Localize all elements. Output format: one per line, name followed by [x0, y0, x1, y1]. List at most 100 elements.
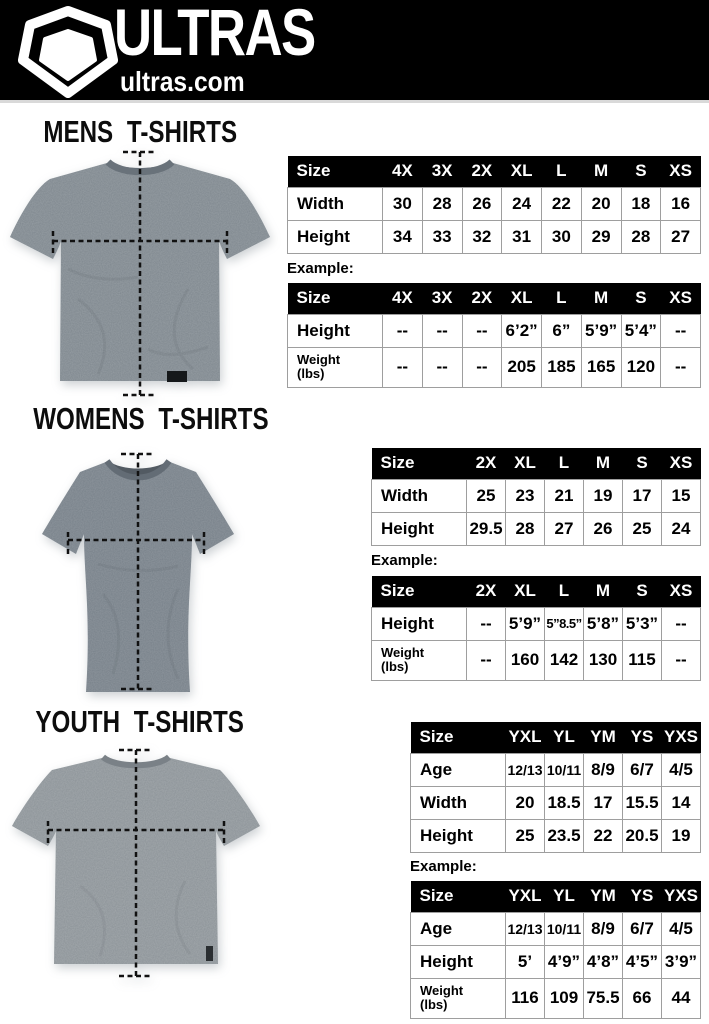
size-column-header: XS — [660, 283, 701, 314]
size-value-cell: 29 — [580, 219, 622, 254]
size-column-header: XL — [505, 576, 545, 607]
size-value-cell: 66 — [622, 977, 662, 1019]
table-row: Weight (lbs) 116 109 75.5 66 44 — [410, 977, 701, 1019]
width-measure-line — [66, 532, 206, 554]
size-value-cell: 23.5 — [544, 818, 584, 853]
size-value-cell: -- — [461, 313, 503, 348]
size-column-header: 2X — [462, 283, 502, 314]
size-value-cell: 33 — [421, 219, 463, 254]
row-label: Height — [410, 944, 506, 979]
size-value-cell: 14 — [661, 785, 701, 820]
size-value-cell: 8/9 — [583, 752, 623, 787]
size-value-cell: 20.5 — [622, 818, 662, 853]
height-measure-line — [119, 748, 153, 978]
size-value-cell: 16 — [660, 186, 701, 221]
size-column-header: XL — [501, 283, 542, 314]
size-value-cell: 24 — [501, 186, 542, 221]
size-value-cell: 15 — [661, 478, 701, 513]
table-corner-header: Size — [287, 156, 383, 187]
womens-example-table: Size 2X XL L M S XS Height -- 5’9” 5”8.5” 5’8” 5’3” -… — [371, 576, 701, 681]
size-value-cell: 20 — [505, 785, 545, 820]
size-value-cell: 21 — [544, 478, 584, 513]
size-value-cell: -- — [421, 346, 463, 388]
table-row: Weight (lbs) -- 160 142 130 115 -- — [371, 639, 701, 681]
size-value-cell: 22 — [541, 186, 582, 221]
row-label: Age — [410, 911, 506, 946]
size-value-cell: 6/7 — [622, 752, 662, 787]
womens-tshirt-image — [42, 452, 234, 692]
size-value-cell: 205 — [501, 346, 542, 388]
size-value-cell: 4’5” — [622, 944, 662, 979]
size-column-header: S — [621, 156, 661, 187]
mens-tshirt-image — [10, 150, 270, 397]
size-value-cell: 165 — [580, 346, 622, 388]
size-value-cell: 6” — [541, 313, 582, 348]
row-label: Height — [371, 511, 467, 546]
size-value-cell: 44 — [661, 977, 701, 1019]
table-row: Height 34 33 32 31 30 29 28 27 — [287, 219, 701, 254]
size-column-header: L — [544, 576, 584, 607]
row-label: Weight (lbs) — [371, 639, 467, 681]
size-value-cell: 3’9” — [661, 944, 701, 979]
header-bar: ULTRAS ultras.com — [0, 0, 709, 103]
size-table: Size 2X XL L M S XS Width 25 23 21 19 17 15 Height 29.5… — [371, 448, 701, 546]
youth-example-table: Size YXL YL YM YS YXS Age 12/13 10/11 8/9 6/7 4/5 He… — [410, 881, 701, 1019]
size-value-cell: -- — [382, 346, 423, 388]
size-column-header: M — [581, 283, 621, 314]
size-value-cell: 116 — [505, 977, 545, 1019]
youth-tshirt-image — [12, 748, 260, 978]
size-column-header: 2X — [466, 448, 506, 479]
size-value-cell: 27 — [660, 219, 701, 254]
size-table: Size YXL YL YM YS YXS Age 12/13 10/11 8/9 6/7 4/5 He… — [410, 881, 701, 1019]
size-column-header: XL — [505, 448, 545, 479]
size-column-header: S — [621, 283, 661, 314]
size-value-cell: 29.5 — [466, 511, 506, 546]
row-label: Height — [371, 606, 467, 641]
size-value-cell: 28 — [505, 511, 545, 546]
size-value-cell: 185 — [541, 346, 582, 388]
table-corner-header: Size — [371, 576, 467, 607]
size-value-cell: 30 — [541, 219, 582, 254]
womens-section-title: WOMENS T-SHIRTS — [33, 401, 269, 436]
table-row: Age 12/13 10/11 8/9 6/7 4/5 — [410, 752, 701, 787]
size-value-cell: 18.5 — [544, 785, 584, 820]
size-value-cell: 12/13 — [505, 911, 545, 946]
size-value-cell: 25 — [622, 511, 662, 546]
size-column-header: S — [622, 576, 662, 607]
youth-section-title: YOUTH T-SHIRTS — [35, 704, 245, 739]
size-column-header: YXS — [661, 881, 701, 912]
size-column-header: YS — [622, 722, 662, 753]
size-column-header: YXS — [661, 722, 701, 753]
size-value-cell: 18 — [620, 186, 662, 221]
size-value-cell: -- — [660, 346, 701, 388]
size-value-cell: 24 — [661, 511, 701, 546]
row-label: Weight (lbs) — [287, 346, 383, 388]
size-value-cell: -- — [382, 313, 423, 348]
size-column-header: 2X — [462, 156, 502, 187]
row-label: Height — [287, 313, 383, 348]
row-label: Weight (lbs) — [410, 977, 506, 1019]
size-value-cell: 160 — [505, 639, 545, 681]
womens-size-table: Size 2X XL L M S XS Width 25 23 21 19 17 15 Height 29.5… — [371, 448, 701, 546]
size-value-cell: -- — [661, 639, 701, 681]
mens-example-table: Size 4X 3X 2X XL L M S XS Height -- -- -- 6’2” 6” 5’9” 5… — [287, 283, 701, 388]
size-column-header: 4X — [382, 283, 423, 314]
size-column-header: XS — [661, 448, 701, 479]
size-column-header: 3X — [422, 156, 462, 187]
mens-size-table: Size 4X 3X 2X XL L M S XS Width 30 28 26 24 22 20 18 16 He… — [287, 156, 701, 254]
size-column-header: L — [544, 448, 584, 479]
height-measure-line — [123, 150, 157, 397]
table-row: Height -- 5’9” 5”8.5” 5’8” 5’3” -- — [371, 606, 701, 641]
row-label: Width — [287, 186, 383, 221]
size-value-cell: 115 — [622, 639, 662, 681]
size-value-cell: 26 — [461, 186, 503, 221]
size-value-cell: 4/5 — [661, 752, 701, 787]
size-value-cell: 17 — [622, 478, 662, 513]
size-value-cell: 6’2” — [501, 313, 542, 348]
table-row: Width 20 18.5 17 15.5 14 — [410, 785, 701, 820]
hem-brand-tag — [206, 946, 213, 961]
size-value-cell: 12/13 — [505, 752, 545, 787]
pentagon-crest-icon — [18, 6, 118, 98]
size-value-cell: 27 — [544, 511, 584, 546]
